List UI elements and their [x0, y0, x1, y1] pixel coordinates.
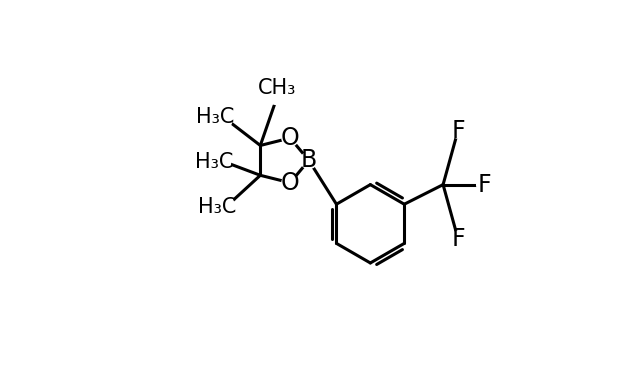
Text: F: F [451, 119, 465, 142]
Text: H₃C: H₃C [195, 152, 233, 172]
Text: O: O [281, 171, 300, 195]
Circle shape [301, 152, 317, 169]
Circle shape [197, 145, 230, 179]
Text: F: F [451, 227, 465, 251]
Circle shape [451, 231, 465, 246]
Text: H₃C: H₃C [196, 107, 235, 128]
Circle shape [282, 130, 298, 146]
Circle shape [282, 175, 298, 191]
Circle shape [451, 123, 465, 138]
Text: B: B [301, 148, 317, 172]
Text: CH₃: CH₃ [258, 78, 296, 98]
Circle shape [260, 71, 294, 104]
Text: O: O [281, 126, 300, 150]
Text: F: F [477, 173, 491, 197]
Circle shape [201, 190, 234, 224]
Circle shape [199, 101, 232, 134]
Text: H₃C: H₃C [198, 197, 237, 217]
Circle shape [477, 177, 492, 192]
